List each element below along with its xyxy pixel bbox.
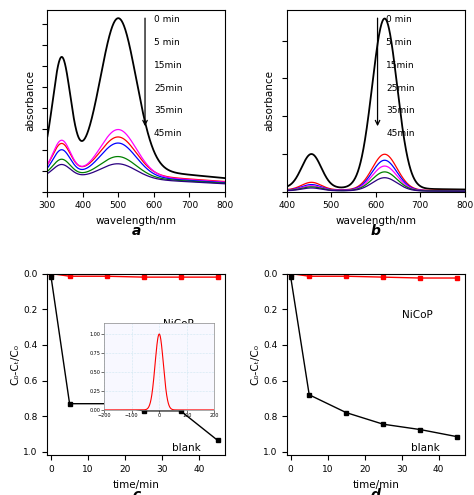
- X-axis label: time/min: time/min: [352, 480, 399, 490]
- Text: b: b: [371, 224, 381, 239]
- Text: d: d: [371, 488, 381, 495]
- Text: blank: blank: [172, 443, 201, 452]
- X-axis label: wavelength/nm: wavelength/nm: [96, 216, 177, 226]
- Text: 5 min: 5 min: [154, 38, 180, 47]
- Text: 45min: 45min: [386, 129, 415, 138]
- Text: NiCoP: NiCoP: [402, 310, 433, 320]
- X-axis label: time/min: time/min: [113, 480, 160, 490]
- Text: 0 min: 0 min: [154, 15, 180, 24]
- Text: a: a: [131, 224, 141, 239]
- Text: 35min: 35min: [154, 106, 182, 115]
- Text: 5 min: 5 min: [386, 38, 412, 47]
- Y-axis label: C₀-Cₜ/C₀: C₀-Cₜ/C₀: [250, 344, 260, 385]
- Text: 15min: 15min: [386, 61, 415, 70]
- Y-axis label: C₀-Cₜ/C₀: C₀-Cₜ/C₀: [10, 344, 20, 385]
- Text: NiCoP: NiCoP: [163, 319, 193, 329]
- Text: 25min: 25min: [154, 84, 182, 93]
- Y-axis label: absorbance: absorbance: [25, 70, 35, 131]
- Text: 15min: 15min: [154, 61, 182, 70]
- Text: 35min: 35min: [386, 106, 415, 115]
- Text: 0 min: 0 min: [386, 15, 412, 24]
- Text: 25min: 25min: [386, 84, 415, 93]
- Text: c: c: [132, 488, 140, 495]
- Text: 45min: 45min: [154, 129, 182, 138]
- X-axis label: wavelength/nm: wavelength/nm: [335, 216, 416, 226]
- Text: blank: blank: [411, 443, 440, 452]
- Y-axis label: absorbance: absorbance: [264, 70, 274, 131]
